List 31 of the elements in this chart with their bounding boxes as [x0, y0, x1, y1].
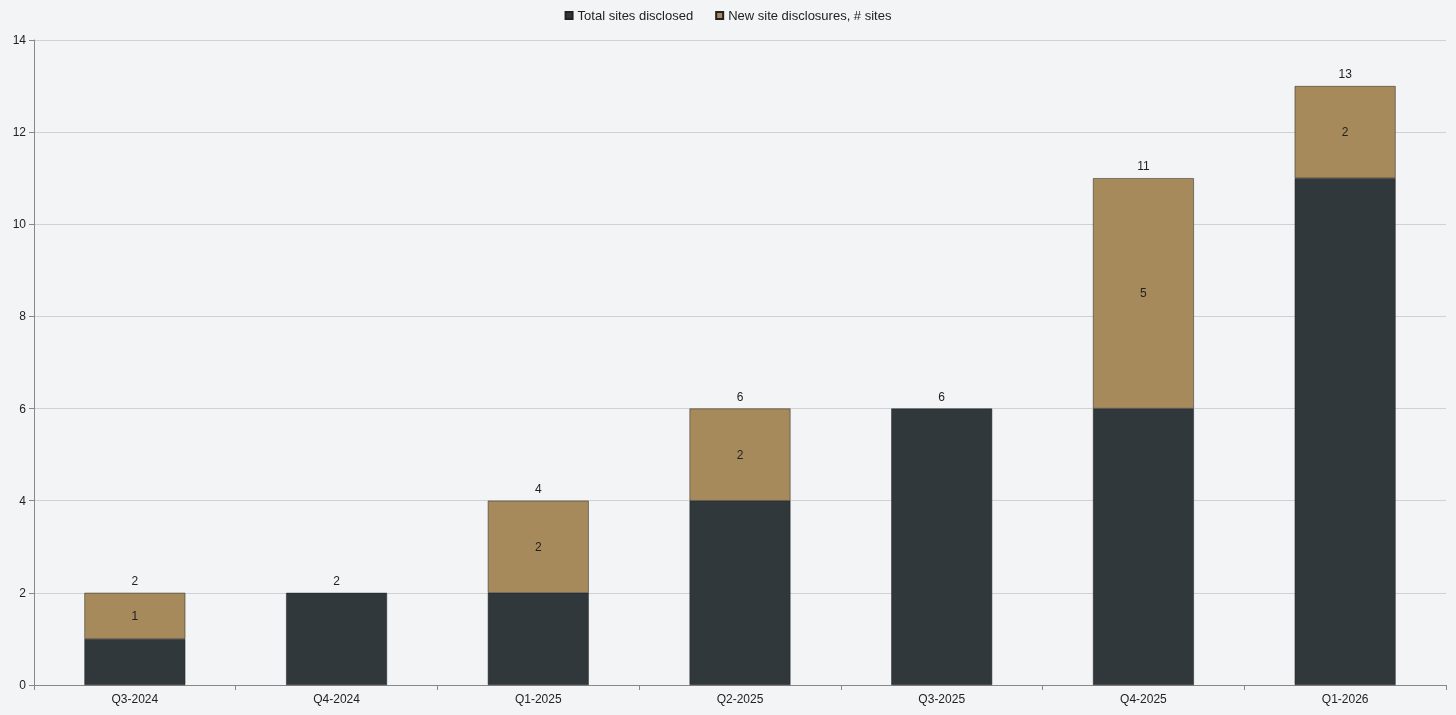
data-label: 2	[736, 447, 744, 462]
total-label: 2	[333, 573, 341, 588]
x-tick-label: Q2-2025	[716, 692, 764, 706]
bar	[891, 408, 993, 685]
y-tick-label: 8	[19, 309, 27, 324]
total-label: 2	[131, 573, 139, 588]
total-label: 4	[534, 481, 542, 496]
x-tick-label: Q3-2025	[918, 692, 966, 706]
x-tick-label: Q3-2024	[111, 692, 159, 706]
data-label: 2	[1341, 125, 1349, 140]
y-tick-label: 6	[19, 401, 27, 416]
x-tick-label: Q4-2025	[1120, 692, 1168, 706]
data-label: 1	[131, 608, 139, 623]
y-tick-label: 10	[12, 217, 27, 232]
legend-label: Total sites disclosed	[577, 8, 694, 23]
total-label: 11	[1137, 159, 1150, 174]
data-label: 5	[1140, 286, 1148, 301]
x-tick-label: Q1-2025	[514, 692, 562, 706]
legend-label: New site disclosures, # sites	[728, 8, 892, 23]
total-label: 13	[1338, 67, 1353, 82]
x-tick-label: Q1-2026	[1321, 692, 1369, 706]
y-tick-label: 14	[12, 33, 27, 47]
total-label: 6	[938, 389, 946, 404]
bar	[286, 592, 387, 685]
y-tick-label: 0	[19, 678, 27, 692]
y-tick-label: 12	[12, 125, 27, 140]
total-label: 6	[736, 389, 744, 404]
data-label: 2	[534, 539, 542, 554]
y-tick-label: 2	[19, 585, 27, 600]
x-tick-label: Q4-2024	[313, 692, 361, 706]
y-tick-label: 4	[19, 493, 27, 508]
